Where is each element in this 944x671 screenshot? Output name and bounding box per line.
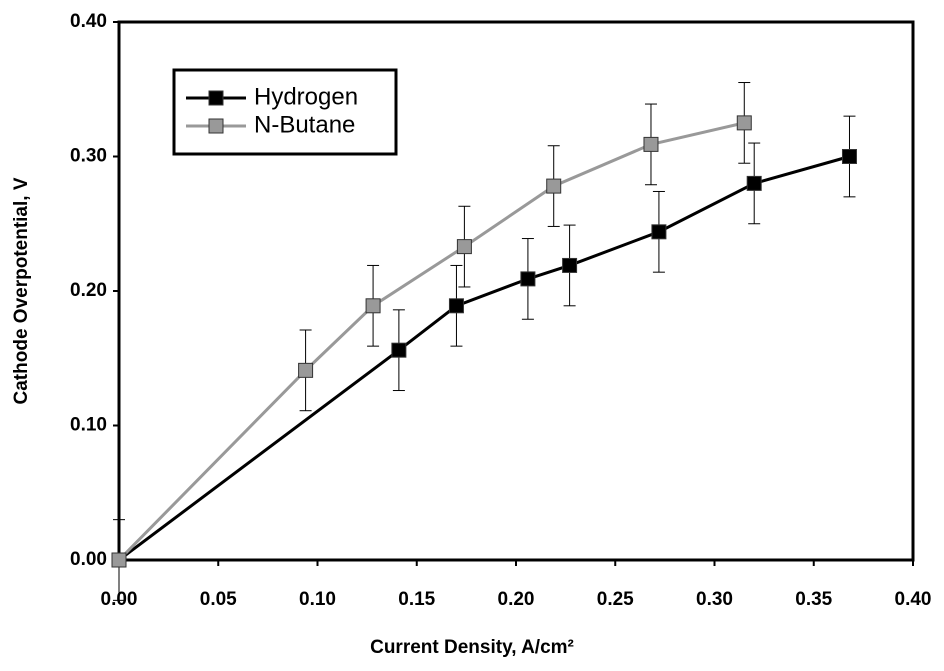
marker (391, 342, 407, 358)
marker (448, 298, 464, 314)
series-line (117, 121, 745, 562)
legend-label: N-Butane (254, 111, 355, 138)
marker (298, 362, 314, 378)
y-tick-label: 0.30 (70, 146, 107, 167)
legend-marker (208, 90, 224, 106)
x-tick-label: 0.40 (895, 589, 932, 610)
marker (643, 136, 659, 152)
x-axis-label: Current Density, A/cm² (370, 637, 574, 658)
marker (365, 298, 381, 314)
x-tick-label: 0.15 (398, 589, 435, 610)
y-axis-label: Cathode Overpotential, V (11, 177, 32, 404)
marker (651, 224, 667, 240)
x-tick-label: 0.25 (597, 589, 634, 610)
marker (111, 552, 127, 568)
marker (456, 239, 472, 255)
x-tick-label: 0.20 (498, 589, 535, 610)
x-tick-label: 0.10 (299, 589, 336, 610)
x-tick-label: 0.30 (696, 589, 733, 610)
y-tick-label: 0.00 (70, 549, 107, 570)
marker (520, 271, 536, 287)
y-tick-label: 0.10 (70, 415, 107, 436)
x-tick-label: 0.35 (795, 589, 832, 610)
legend-marker (208, 118, 224, 134)
y-tick-label: 0.20 (70, 280, 107, 301)
marker (736, 115, 752, 131)
series-line (118, 155, 850, 562)
marker (746, 175, 762, 191)
marker (841, 149, 857, 164)
legend-label: Hydrogen (254, 83, 358, 110)
y-tick-label: 0.40 (70, 11, 107, 32)
marker (562, 257, 578, 273)
marker (546, 178, 562, 194)
legend-box (172, 68, 398, 156)
x-tick-label: 0.05 (200, 589, 237, 610)
